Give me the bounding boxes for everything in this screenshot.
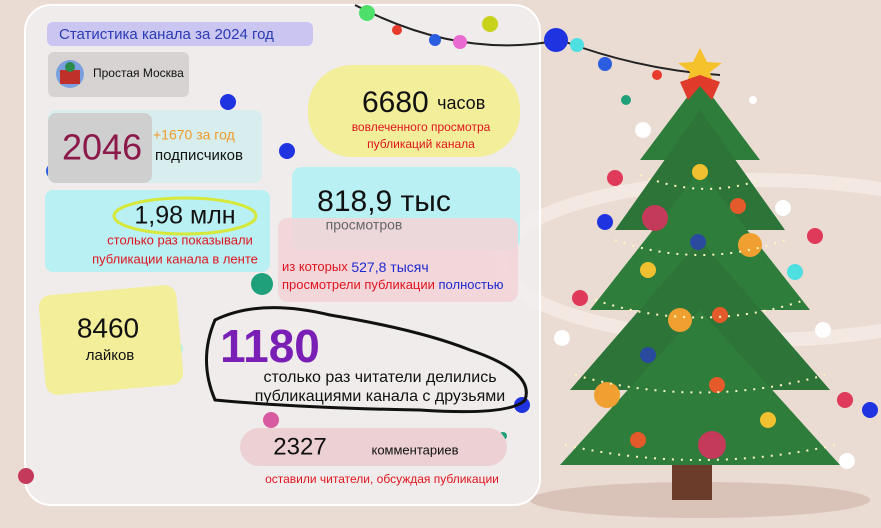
highlight <box>112 196 258 236</box>
comments-caption: оставили читатели, обсуждая публикации <box>265 472 499 486</box>
shares-caption: столько раз читатели делились <box>263 369 496 386</box>
views-full-line: просмотрели публикации полностью <box>282 277 504 292</box>
subscribers-box <box>48 113 152 183</box>
comments-card <box>240 428 507 466</box>
title-pill <box>47 22 313 46</box>
likes-label: лайков <box>86 347 135 364</box>
shares-value: 1180 <box>220 320 320 372</box>
comments-label: комментариев <box>371 442 458 457</box>
channel-name: Простая Москва <box>93 66 184 80</box>
shares-outline <box>205 306 528 414</box>
impressions-caption: столько раз показывали <box>107 232 253 247</box>
views-full-text: просмотрели публикации <box>282 277 435 292</box>
hours-card <box>308 65 520 157</box>
subscribers-growth: +1670 за год <box>153 127 235 143</box>
subscribers-value: 2046 <box>62 127 142 168</box>
hours-line: 6680 часов <box>362 86 485 119</box>
subscribers-label: подписчиков <box>155 147 243 164</box>
christmas-tree <box>560 48 840 500</box>
views-full-value: 527,8 тысяч <box>351 259 428 275</box>
garland-lights <box>359 5 662 80</box>
shares-caption: публикациями канала с друзьями <box>255 388 505 405</box>
hours-unit: часов <box>437 93 485 113</box>
title: Статистика канала за 2024 год <box>59 26 274 43</box>
likes-card <box>38 285 184 395</box>
channel-icon <box>56 60 84 88</box>
hours-caption: публикаций канала <box>367 137 475 151</box>
likes-value: 8460 <box>77 312 139 343</box>
hours-caption: вовлеченного просмотра <box>352 120 491 134</box>
channel-pill <box>48 52 189 97</box>
hours-value: 6680 <box>362 86 429 119</box>
views-full-line: из которых 527,8 тысяч <box>282 259 429 275</box>
views-full-card <box>278 218 518 302</box>
views-label: просмотров <box>326 217 403 233</box>
impressions-card <box>45 190 270 272</box>
impressions-value: 1,98 млн <box>134 202 235 230</box>
comments-value: 2327 <box>273 433 326 460</box>
views-full-suffix: полностью <box>439 277 504 292</box>
impressions-caption: публикации канала в ленте <box>92 251 258 266</box>
views-value: 818,9 тыс <box>317 185 451 218</box>
views-full-prefix: из которых <box>282 259 348 274</box>
